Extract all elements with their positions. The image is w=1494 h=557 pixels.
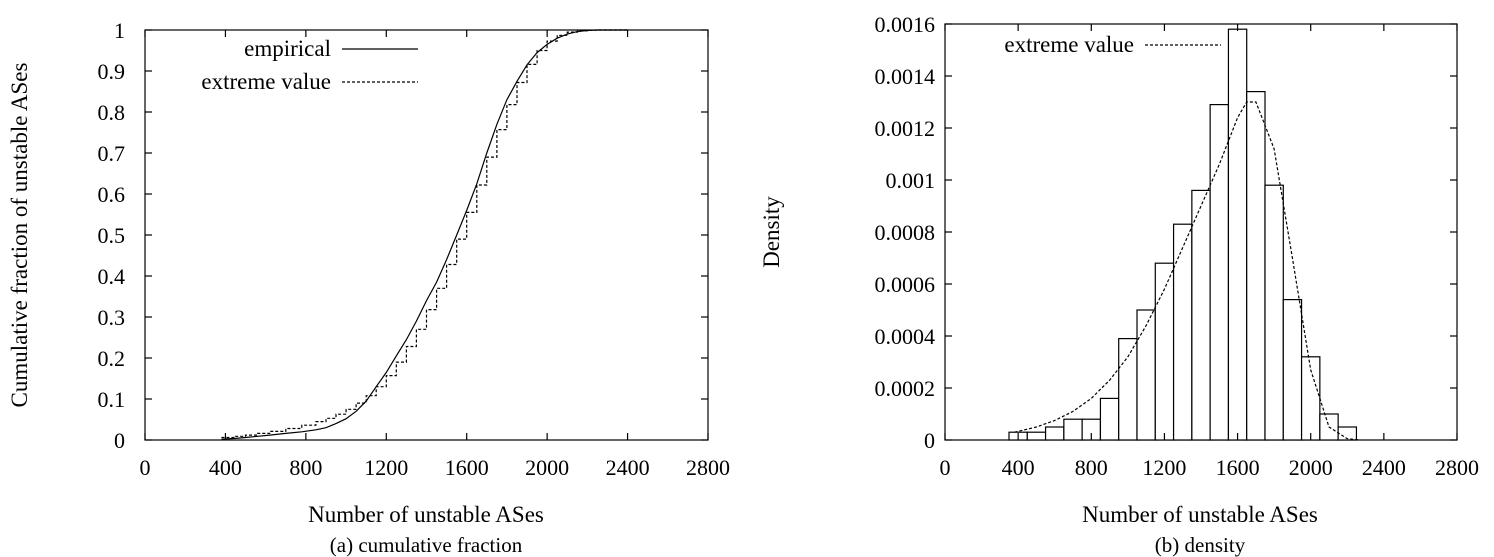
- plot-a-y-axis-label: Cumulative fraction of unstable ASes: [7, 62, 32, 407]
- plot-b-y-tick-label: 0.0002: [875, 376, 936, 401]
- extreme-value-density-curve: [1014, 101, 1361, 441]
- plot-a-x-tick-label: 2000: [525, 455, 569, 480]
- legend-a-extreme-value-label: extreme value: [201, 69, 331, 94]
- plot-a-x-tick-label: 800: [289, 455, 322, 480]
- plot-a-lines: [221, 29, 628, 440]
- plot-b-histogram: [1008, 28, 1358, 441]
- legend-b-extreme-value-label: extreme value: [1004, 32, 1134, 57]
- histogram-bar: [1063, 418, 1083, 441]
- histogram-bar: [1172, 223, 1193, 441]
- plot-b-y-tick-label: 0.0012: [875, 116, 936, 141]
- plot-b-y-tick-label: 0.001: [886, 168, 936, 193]
- plot-b-x-tick-label: 2000: [1289, 455, 1333, 480]
- plot-a-ticks: 0 400 800 1200 1600 2000 2400 2800 0 0.1 0.2 0.3 0.4…: [98, 18, 731, 480]
- plot-a-x-tick-label: 1200: [364, 455, 408, 480]
- plot-a-x-tick-label: 400: [209, 455, 242, 480]
- plot-a-x-tick-label: 2400: [606, 455, 650, 480]
- plot-a-y-tick-label: 0.7: [98, 141, 126, 166]
- plot-a-y-tick-label: 0: [114, 428, 125, 453]
- plot-b-x-tick-label: 800: [1075, 455, 1108, 480]
- plot-a-y-tick-label: 0.3: [98, 305, 126, 330]
- plot-b-x-tick-label: 1600: [1216, 455, 1260, 480]
- plot-b-ticks: 0 400 800 1200 1600 2000 2400 2800 0 0.0002 0.0004…: [875, 12, 1480, 480]
- plot-a-y-tick-label: 0.5: [98, 223, 126, 248]
- plot-b-caption: (b) density: [1155, 533, 1246, 557]
- histogram-bar: [1136, 309, 1156, 441]
- plot-a-y-tick-label: 0.4: [98, 264, 126, 289]
- cumulative-fraction-panel: 0 400 800 1200 1600 2000 2400 2800 0 0.1 0.2 0.3 0.4…: [7, 18, 730, 557]
- plot-a-y-tick-label: 0.9: [98, 59, 126, 84]
- plot-b-x-tick-label: 400: [1002, 455, 1035, 480]
- plot-b-y-tick-label: 0.0004: [875, 324, 936, 349]
- plot-a-y-tick-label: 1: [114, 18, 125, 43]
- plot-b-x-tick-label: 1200: [1142, 455, 1186, 480]
- histogram-bar: [1227, 28, 1248, 441]
- plot-a-x-tick-label: 1600: [445, 455, 489, 480]
- plot-b-y-tick-label: 0: [924, 428, 935, 453]
- plot-b-x-tick-label: 2800: [1435, 455, 1479, 480]
- empirical-cdf-line: [221, 29, 628, 440]
- plot-a-y-tick-label: 0.6: [98, 182, 126, 207]
- plot-b-x-tick-label: 2400: [1362, 455, 1406, 480]
- plot-a-y-tick-label: 0.1: [98, 387, 126, 412]
- plot-b-x-tick-label: 0: [940, 455, 951, 480]
- density-panel: 0 400 800 1200 1600 2000 2400 2800 0 0.0002 0.0004…: [759, 12, 1479, 557]
- histogram-bar: [1264, 184, 1284, 441]
- histogram-bar: [1191, 189, 1211, 441]
- extreme-value-cdf-line: [221, 29, 628, 439]
- legend-a-empirical-label: empirical: [244, 36, 331, 61]
- histogram-bar: [1099, 397, 1120, 441]
- plot-a-x-tick-label: 2800: [686, 455, 730, 480]
- histogram-bar: [1044, 426, 1065, 441]
- plot-b-y-tick-label: 0.0016: [875, 12, 936, 37]
- plot-b-y-tick-label: 0.0014: [875, 64, 936, 89]
- plot-a-x-axis-label: Number of unstable ASes: [308, 502, 544, 527]
- histogram-bar: [1300, 356, 1321, 441]
- plot-a-caption: (a) cumulative fraction: [330, 533, 523, 557]
- histogram-bar: [1282, 299, 1303, 441]
- histogram-bar: [1026, 431, 1047, 441]
- plot-a-y-tick-label: 0.8: [98, 100, 126, 125]
- plot-b-x-axis-label: Number of unstable ASes: [1082, 502, 1318, 527]
- histogram-bar: [1118, 338, 1138, 441]
- histogram-bar: [1246, 90, 1266, 441]
- plot-a-y-tick-label: 0.2: [98, 346, 126, 371]
- plot-b-y-axis-label: Density: [759, 196, 784, 268]
- plot-b-y-tick-label: 0.0006: [875, 272, 936, 297]
- histogram-bar: [1209, 103, 1230, 441]
- plot-b-lines: [1014, 101, 1361, 441]
- plot-b-y-tick-label: 0.0008: [875, 220, 936, 245]
- plot-a-x-tick-label: 0: [140, 455, 151, 480]
